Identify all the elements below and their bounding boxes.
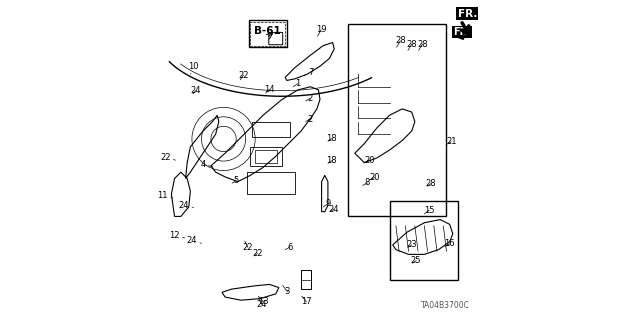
Text: 1: 1 — [293, 79, 301, 88]
Text: 28: 28 — [406, 40, 417, 50]
Text: 24: 24 — [179, 201, 193, 210]
Bar — [250, 147, 282, 166]
Text: 9: 9 — [323, 199, 330, 208]
Bar — [255, 150, 277, 163]
Text: 22: 22 — [238, 70, 249, 80]
Text: B-61: B-61 — [253, 26, 280, 36]
Text: 4: 4 — [200, 160, 212, 169]
Text: 12: 12 — [170, 231, 185, 240]
Text: 7: 7 — [304, 68, 313, 77]
Text: 28: 28 — [426, 179, 436, 188]
Text: 14: 14 — [264, 85, 275, 94]
Text: 11: 11 — [157, 191, 173, 200]
Text: 28: 28 — [417, 40, 428, 50]
Text: 15: 15 — [424, 206, 435, 215]
Text: 24: 24 — [191, 86, 202, 95]
Text: 25: 25 — [411, 256, 421, 265]
Text: 18: 18 — [326, 134, 337, 143]
Text: 13: 13 — [258, 296, 268, 306]
Bar — [252, 122, 290, 137]
Text: TA04B3700C: TA04B3700C — [421, 301, 470, 310]
Text: 24: 24 — [329, 205, 339, 214]
Bar — [250, 22, 285, 46]
Text: 23: 23 — [406, 241, 417, 249]
Bar — [249, 20, 287, 47]
Text: 19: 19 — [316, 25, 326, 36]
Text: 22: 22 — [252, 249, 262, 258]
Bar — [247, 172, 294, 194]
Text: 24: 24 — [187, 236, 202, 245]
Text: 17: 17 — [301, 296, 312, 306]
Text: FR.: FR. — [453, 27, 471, 37]
Bar — [301, 270, 310, 289]
Text: 20: 20 — [369, 173, 380, 182]
Bar — [390, 201, 458, 280]
Bar — [348, 24, 447, 216]
Text: 22: 22 — [243, 241, 253, 252]
Text: FR.: FR. — [458, 9, 477, 19]
Text: 21: 21 — [446, 137, 456, 146]
Text: FR.: FR. — [453, 27, 471, 37]
FancyBboxPatch shape — [269, 33, 283, 45]
Text: 2: 2 — [306, 115, 312, 123]
Text: 22: 22 — [160, 153, 175, 162]
Text: 2: 2 — [306, 94, 312, 103]
Text: 6: 6 — [285, 242, 292, 252]
Text: 18: 18 — [326, 156, 337, 165]
Text: 16: 16 — [444, 240, 455, 249]
Text: 20: 20 — [364, 156, 374, 165]
Text: 10: 10 — [188, 62, 199, 74]
Text: 24: 24 — [256, 298, 267, 309]
Text: 8: 8 — [363, 178, 370, 187]
Text: 3: 3 — [283, 286, 290, 296]
Text: 28: 28 — [395, 36, 406, 47]
Text: 5: 5 — [232, 176, 239, 185]
